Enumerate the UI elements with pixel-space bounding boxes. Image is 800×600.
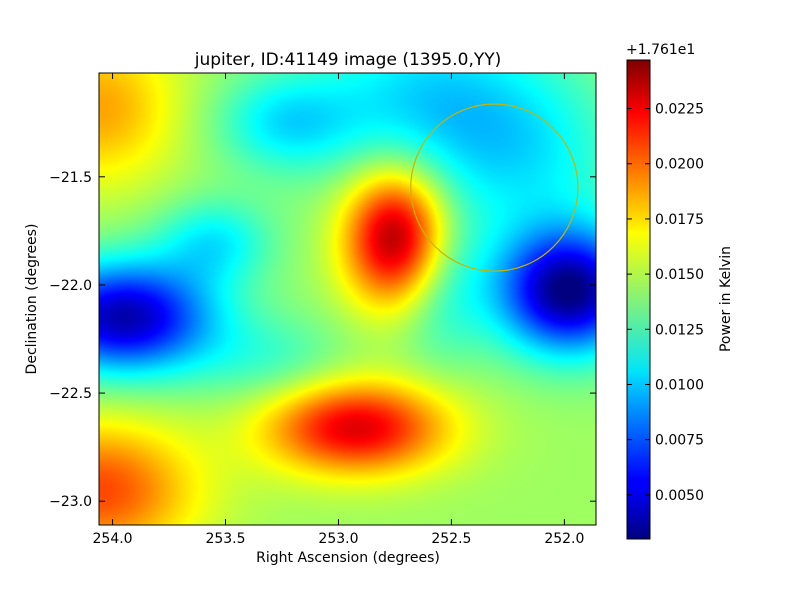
x-axis: 254.0 253.5 253.0 252.5 252.0 <box>93 73 584 547</box>
y-tick-label: −22.5 <box>49 386 92 402</box>
colorbar: 0.0050 0.0075 0.0100 0.0125 0.0150 0.0175 0.02… <box>626 42 734 540</box>
y-tick-label: −22.0 <box>49 278 92 294</box>
colorbar-gradient <box>627 60 650 539</box>
plot-frame <box>98 72 597 526</box>
chart-title: jupiter, ID:41149 image (1395.0,YY) <box>194 50 502 70</box>
colorbar-tick-label: 0.0225 <box>655 102 704 118</box>
y-tick-label: −23.0 <box>49 494 92 510</box>
x-tick-label: 253.5 <box>205 531 245 547</box>
y-axis: −21.5 −22.0 −22.5 −23.0 <box>49 170 596 510</box>
colorbar-offset-text: +1.761e1 <box>626 42 695 58</box>
heatmap-image <box>99 73 596 525</box>
colorbar-label: Power in Kelvin <box>718 246 734 352</box>
x-tick-label: 253.0 <box>318 531 358 547</box>
colorbar-ticks: 0.0050 0.0075 0.0100 0.0125 0.0150 0.0175 0.02… <box>627 102 704 504</box>
colorbar-tick-label: 0.0050 <box>655 488 704 504</box>
y-tick-label: −21.5 <box>49 170 92 186</box>
colorbar-tick-label: 0.0075 <box>655 433 704 449</box>
colorbar-tick-label: 0.0150 <box>655 267 704 283</box>
x-axis-label: Right Ascension (degrees) <box>256 550 440 566</box>
colorbar-frame <box>626 59 651 540</box>
beam-circle-0 <box>410 103 579 272</box>
y-axis-label: Declination (degrees) <box>24 224 40 375</box>
x-tick-label: 252.0 <box>544 531 584 547</box>
colorbar-tick-label: 0.0200 <box>655 157 704 173</box>
colorbar-tick-label: 0.0125 <box>655 322 704 338</box>
annotation-layer <box>410 103 579 272</box>
colorbar-tick-label: 0.0175 <box>655 212 704 228</box>
colorbar-tick-label: 0.0100 <box>655 377 704 393</box>
x-tick-label: 252.5 <box>431 531 471 547</box>
heatmap-plot-area <box>98 72 597 526</box>
x-tick-label: 254.0 <box>93 531 133 547</box>
